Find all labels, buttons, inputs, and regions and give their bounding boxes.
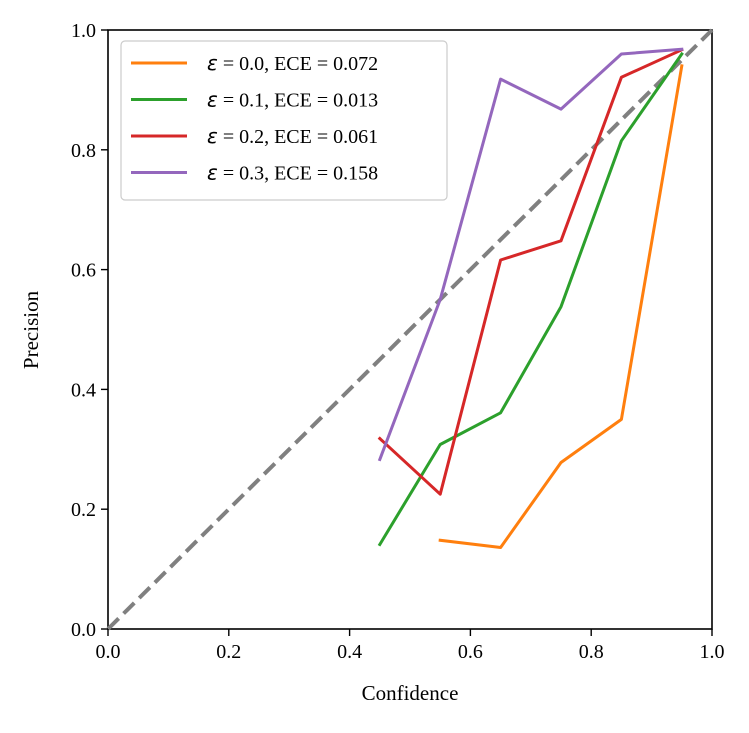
x-tick-label: 1.0 <box>700 641 725 663</box>
x-tick-label: 0.6 <box>458 641 483 663</box>
legend-label-text: = 0.2, ECE = 0.061 <box>218 126 378 148</box>
perfect-calibration-line <box>106 28 714 631</box>
plot-frame <box>107 29 713 630</box>
x-tick-label: 0.2 <box>216 641 241 663</box>
legend-label-1: ε = 0.1, ECE = 0.013 <box>207 88 378 112</box>
y-ticks: 0.0 0.2 0.4 0.6 0.8 1.0 <box>71 20 108 641</box>
legend-epsilon-symbol: ε <box>207 124 218 148</box>
series-layer <box>377 47 684 549</box>
x-axis-title: Confidence <box>362 681 459 705</box>
y-tick-label: 0.6 <box>71 260 96 282</box>
y-tick-label: 0.2 <box>71 499 96 521</box>
legend-epsilon-symbol: ε <box>207 51 218 75</box>
series-line-1 <box>377 51 684 547</box>
x-tick-label: 0.4 <box>337 641 362 663</box>
legend-label-3: ε = 0.3, ECE = 0.158 <box>207 161 378 185</box>
legend-epsilon-symbol: ε <box>207 161 218 185</box>
legend-label-0: ε = 0.0, ECE = 0.072 <box>207 51 378 75</box>
reference-line-layer <box>106 28 714 631</box>
y-axis-title: Precision <box>19 290 43 369</box>
series-line-0 <box>438 64 684 549</box>
legend-box <box>120 40 448 201</box>
x-ticks: 0.0 0.2 0.4 0.6 0.8 1.0 <box>96 629 725 663</box>
legend-label-text: = 0.3, ECE = 0.158 <box>218 163 378 185</box>
series-line-3 <box>377 47 684 462</box>
y-tick-label: 0.4 <box>71 379 96 401</box>
y-tick-label: 0.8 <box>71 140 96 162</box>
legend-epsilon-symbol: ε <box>207 88 218 112</box>
legend-label-text: = 0.1, ECE = 0.013 <box>218 90 378 112</box>
y-tick-label: 0.0 <box>71 619 96 641</box>
y-tick-label: 1.0 <box>71 20 96 42</box>
x-tick-label: 0.8 <box>579 641 604 663</box>
legend-label-2: ε = 0.2, ECE = 0.061 <box>207 124 378 148</box>
series-line-2 <box>377 47 684 496</box>
x-tick-label: 0.0 <box>96 641 121 663</box>
legend-label-text: = 0.0, ECE = 0.072 <box>218 53 378 75</box>
